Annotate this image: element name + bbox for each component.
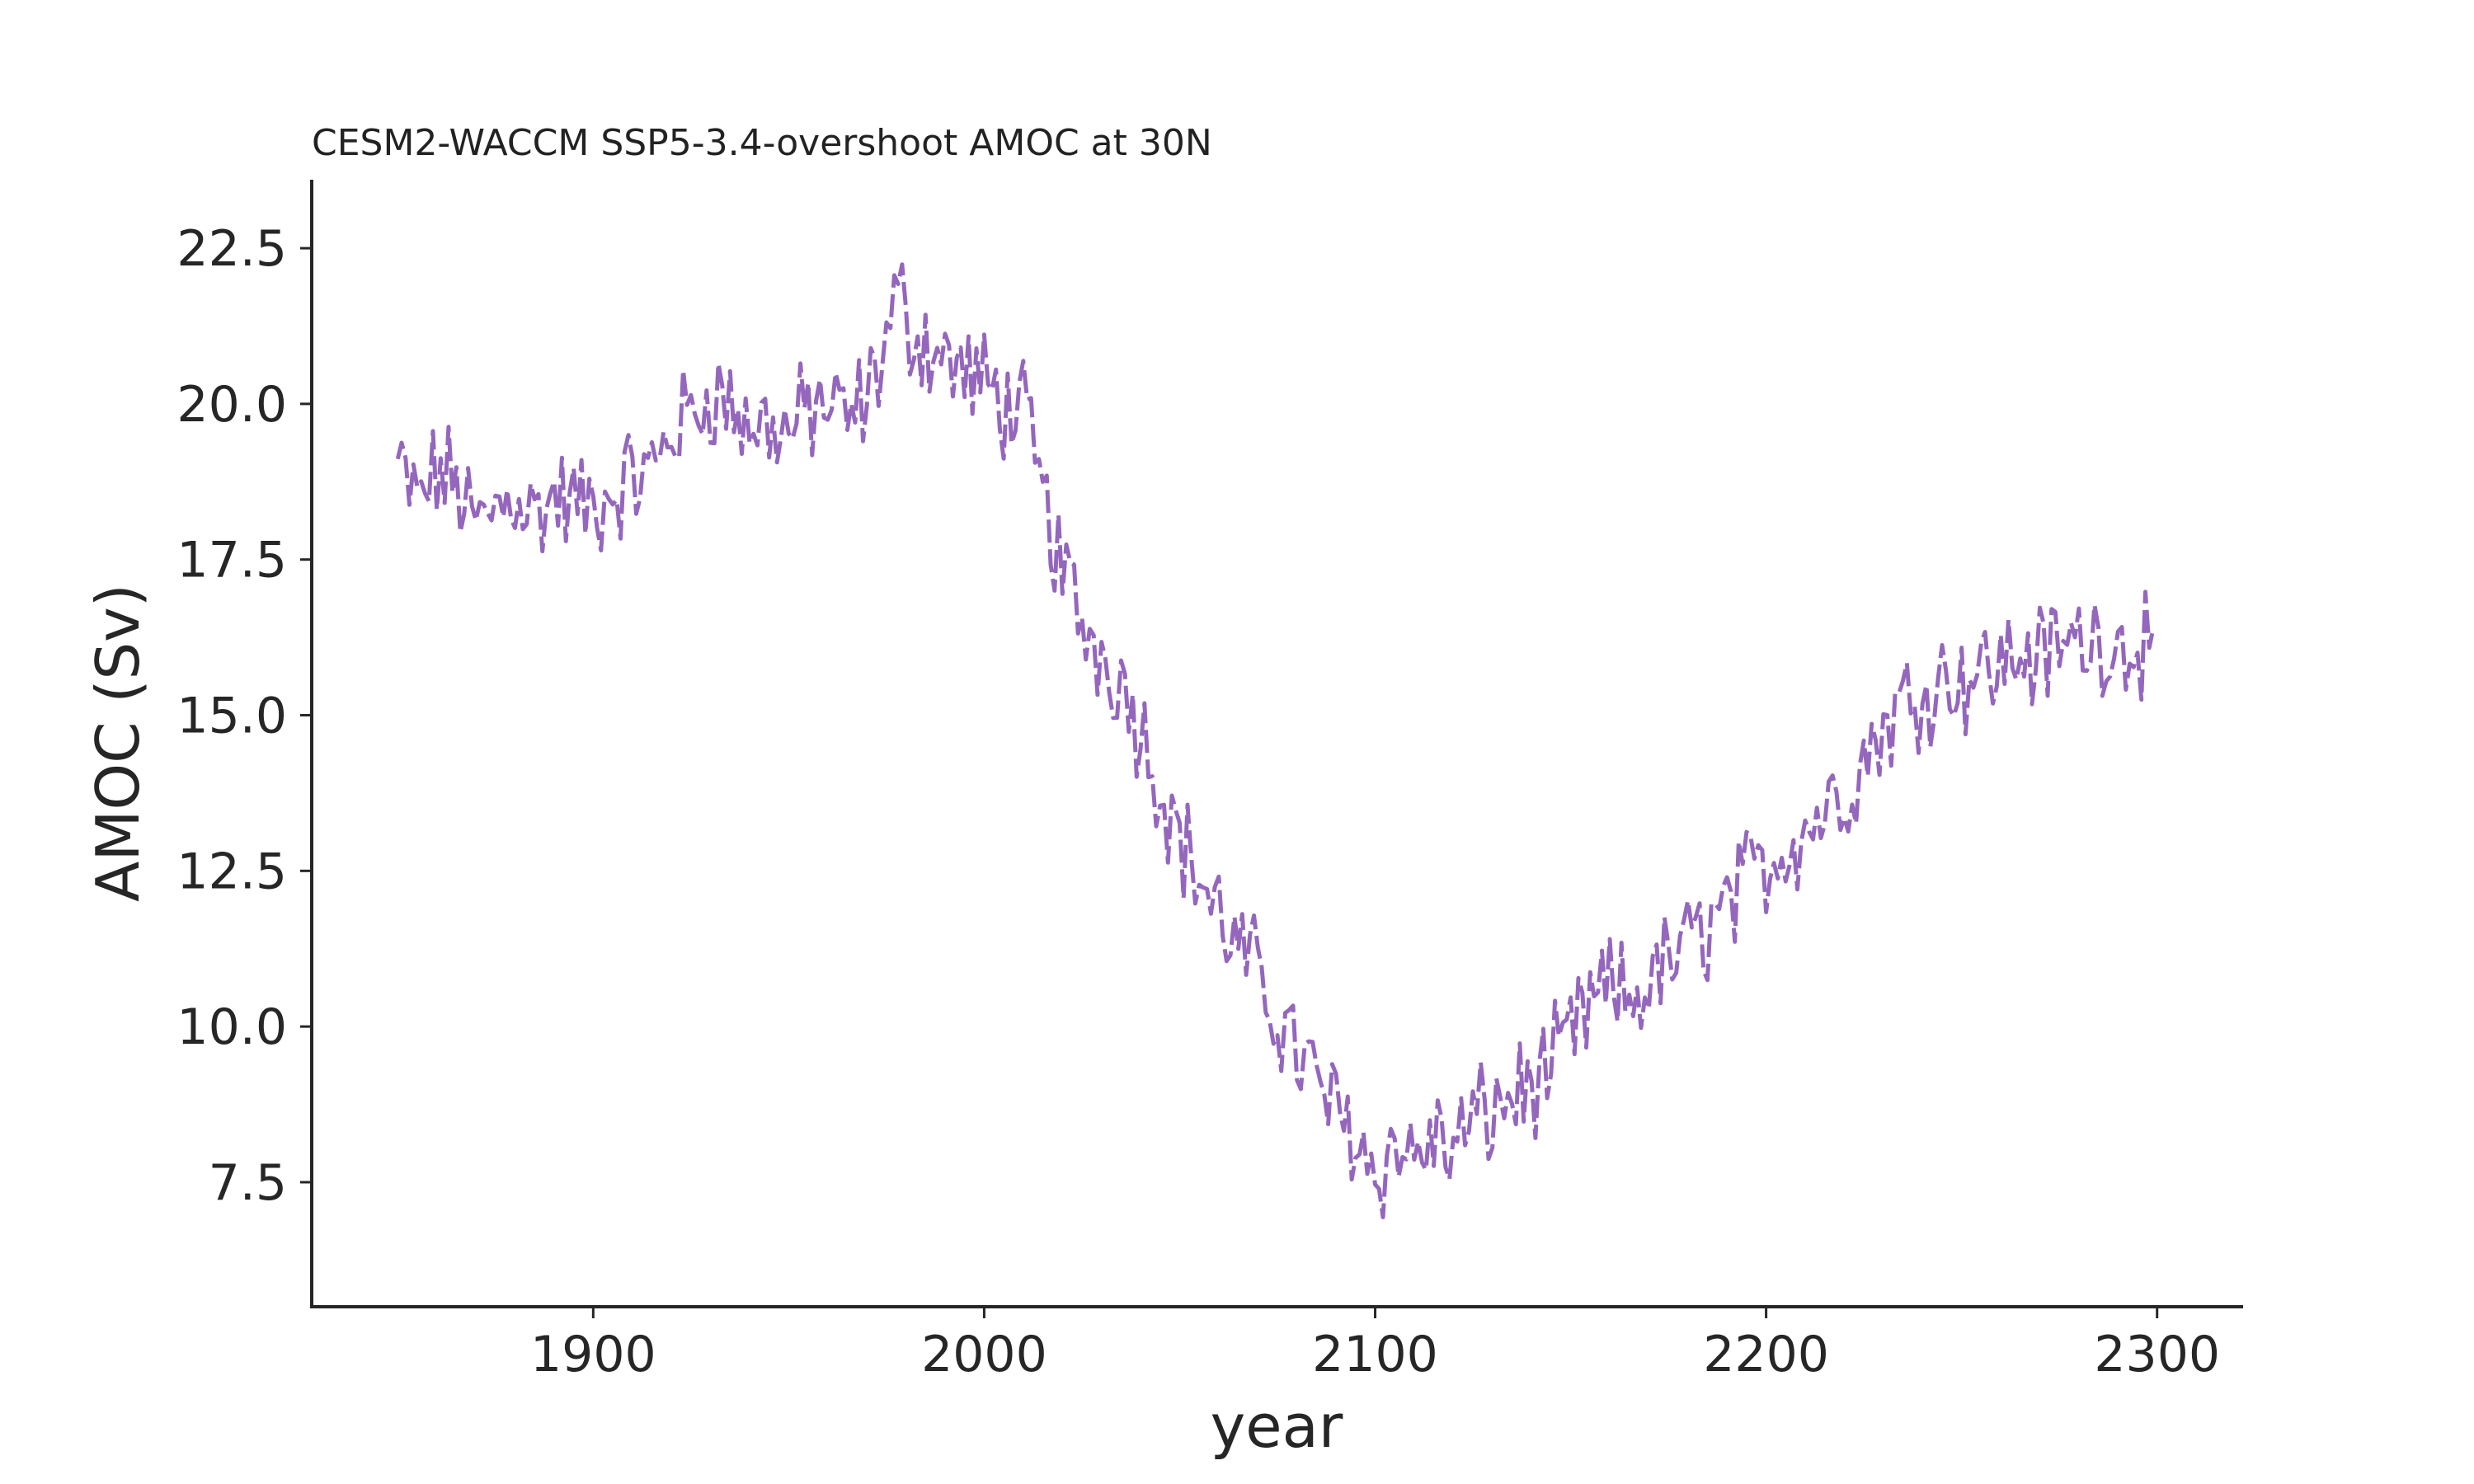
x-tick-label: 2000 — [921, 1326, 1047, 1383]
y-tick-label: 7.5 — [209, 1154, 287, 1212]
y-tick-label: 12.5 — [176, 843, 287, 900]
y-axis-ticks: 7.5 10.0 12.5 15.0 17.5 20.0 22.5 — [176, 220, 312, 1212]
x-axis-ticks: 1900 2000 2100 2200 2300 — [530, 1307, 2220, 1383]
x-axis-label: year — [1211, 1392, 1343, 1461]
y-tick-label: 15.0 — [176, 688, 287, 745]
series-line — [395, 262, 2156, 1219]
y-axis-label: AMOC (Sv) — [83, 584, 153, 902]
x-tick-label: 2300 — [2094, 1326, 2220, 1383]
x-tick-label: 1900 — [530, 1326, 656, 1383]
y-tick-label: 17.5 — [176, 532, 287, 589]
x-tick-label: 2100 — [1312, 1326, 1438, 1383]
x-tick-label: 2200 — [1703, 1326, 1829, 1383]
y-tick-label: 10.0 — [176, 998, 287, 1056]
chart-title: CESM2-WACCM SSP5-3.4-overshoot AMOC at 3… — [312, 122, 1212, 164]
plot-area — [395, 262, 2156, 1219]
y-tick-label: 20.0 — [176, 376, 287, 434]
y-tick-label: 22.5 — [176, 220, 287, 278]
